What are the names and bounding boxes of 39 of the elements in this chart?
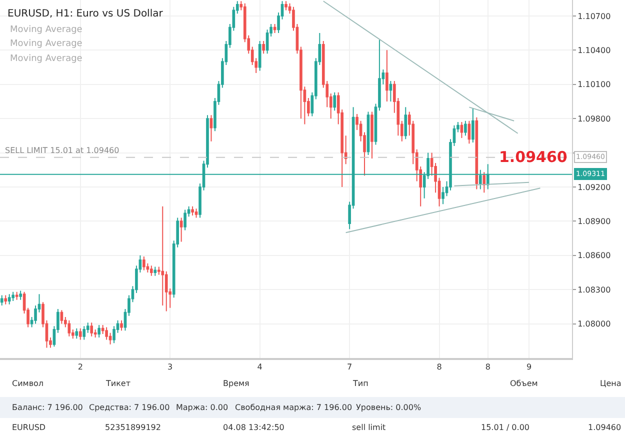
text: Тикет: [105, 379, 131, 388]
x-tick-label: 8: [436, 362, 442, 372]
text: EURUSD, H1: Euro vs US Dollar: [8, 8, 164, 20]
x-tick-label: 9: [526, 362, 532, 372]
text: Цена: [600, 379, 622, 388]
ref-line-label: SELL LIMIT 15.01 at 1.09460: [5, 146, 120, 155]
annotation: Moving Average: [10, 54, 83, 64]
text: Маржа: 0.00: [176, 403, 228, 412]
text: sell limit: [352, 423, 386, 432]
text: Объем: [510, 379, 538, 388]
y-tick-label: 1.08300: [578, 285, 611, 294]
annotation: 1.09460: [499, 148, 568, 166]
x-tick-label: 4: [257, 362, 262, 372]
annotation: Moving Average: [10, 39, 83, 49]
text: Уровень: 0.00%: [356, 403, 422, 412]
text: 1.09460: [588, 423, 622, 432]
text: Символ: [12, 379, 44, 388]
text: Средства: 7 196.00: [89, 403, 170, 412]
text: 15.01 / 0.00: [481, 423, 530, 432]
text: 52351899192: [105, 423, 161, 432]
x-tick-label: 3: [168, 362, 173, 372]
y-tick-label: 1.08900: [578, 216, 611, 226]
text: 04.08 13:42:50: [223, 423, 284, 432]
x-tick-label: 7: [347, 362, 352, 372]
y-tick-label: 1.09200: [578, 182, 611, 192]
x-tick-label: 8: [485, 362, 490, 372]
text: Баланс: 7 196.00: [12, 403, 83, 412]
text: Свободная маржа: 7 196.00: [235, 403, 352, 412]
y-tick-label: 1.09800: [578, 114, 611, 124]
text: Тип: [352, 379, 368, 388]
y-tick-label: 1.08600: [578, 251, 611, 260]
y-tick-label: 1.10100: [578, 80, 611, 90]
y-tick-label: 1.10700: [578, 12, 611, 21]
text: EURUSD: [12, 423, 46, 432]
annotation: Moving Average: [10, 25, 83, 35]
y-tick-label: 1.08000: [578, 320, 611, 329]
text: Время: [223, 379, 250, 388]
x-tick-label: 2: [78, 362, 83, 372]
y-tick-label: 1.10400: [578, 46, 611, 55]
